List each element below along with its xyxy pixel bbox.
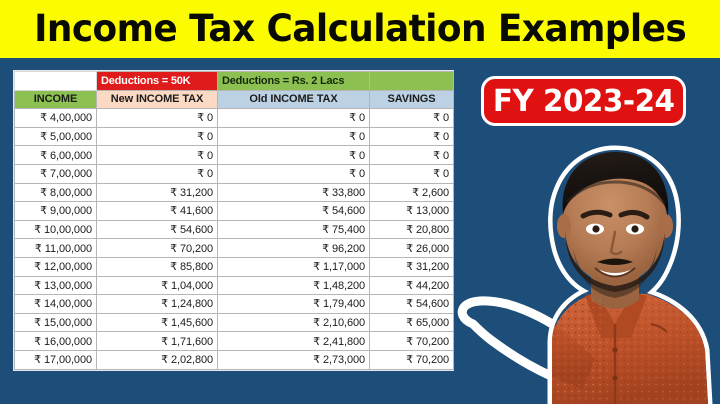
cell-old-income-tax: ₹ 2,10,600: [217, 312, 370, 333]
table-row: ₹ 10,00,000 ₹ 54,600 ₹ 75,400 ₹ 20,800: [14, 219, 454, 240]
column-header-savings: SAVINGS: [369, 89, 454, 110]
cell-old-income-tax: ₹ 0: [217, 145, 370, 165]
cell-savings: ₹ 2,600: [369, 182, 454, 203]
cell-savings: ₹ 0: [369, 126, 454, 147]
table-row: ₹ 7,00,000 ₹ 0 ₹ 0 ₹ 0: [14, 163, 454, 184]
table-row: ₹ 4,00,000 ₹ 0 ₹ 0 ₹ 0: [14, 108, 454, 128]
cell-new-income-tax: ₹ 31,200: [96, 182, 218, 203]
table-row: ₹ 15,00,000 ₹ 1,45,600 ₹ 2,10,600 ₹ 65,000: [14, 312, 454, 333]
cell-old-income-tax: ₹ 96,200: [217, 238, 370, 258]
group-header-blank: [14, 71, 97, 91]
cell-income: ₹ 14,00,000: [14, 294, 97, 314]
cell-old-income-tax: ₹ 1,17,000: [217, 256, 370, 277]
cell-old-income-tax: ₹ 0: [217, 163, 370, 184]
column-header-old-income-tax: Old INCOME TAX: [217, 89, 370, 110]
cell-new-income-tax: ₹ 1,45,600: [96, 312, 218, 333]
cell-new-income-tax: ₹ 0: [96, 163, 218, 184]
cell-old-income-tax: ₹ 2,41,800: [217, 331, 370, 351]
cell-old-income-tax: ₹ 0: [217, 126, 370, 147]
cell-income: ₹ 13,00,000: [14, 275, 97, 296]
cell-income: ₹ 4,00,000: [14, 108, 97, 128]
column-header-new-income-tax: New INCOME TAX: [96, 89, 218, 110]
cell-savings: ₹ 20,800: [369, 219, 454, 240]
cell-new-income-tax: ₹ 41,600: [96, 201, 218, 221]
group-header-old-deductions: Deductions = Rs. 2 Lacs: [217, 71, 370, 91]
column-header-row: INCOME New INCOME TAX Old INCOME TAX SAV…: [14, 89, 454, 110]
cell-new-income-tax: ₹ 1,04,000: [96, 275, 218, 296]
tax-table-panel: Deductions = 50K Deductions = Rs. 2 Lacs…: [13, 70, 454, 371]
page-title: Income Tax Calculation Examples: [33, 7, 687, 50]
cell-new-income-tax: ₹ 2,02,800: [96, 349, 218, 370]
cell-savings: ₹ 70,200: [369, 331, 454, 351]
group-header-savings-blank: [369, 71, 454, 91]
cell-savings: ₹ 0: [369, 108, 454, 128]
table-row: ₹ 8,00,000 ₹ 31,200 ₹ 33,800 ₹ 2,600: [14, 182, 454, 203]
cell-new-income-tax: ₹ 85,800: [96, 256, 218, 277]
cell-new-income-tax: ₹ 0: [96, 126, 218, 147]
cell-savings: ₹ 31,200: [369, 256, 454, 277]
cell-income: ₹ 15,00,000: [14, 312, 97, 333]
cell-savings: ₹ 70,200: [369, 349, 454, 370]
table-row: ₹ 13,00,000 ₹ 1,04,000 ₹ 1,48,200 ₹ 44,200: [14, 275, 454, 296]
table-row: ₹ 9,00,000 ₹ 41,600 ₹ 54,600 ₹ 13,000: [14, 201, 454, 221]
fy-badge: FY 2023-24: [481, 76, 686, 126]
cell-new-income-tax: ₹ 54,600: [96, 219, 218, 240]
table-row: ₹ 5,00,000 ₹ 0 ₹ 0 ₹ 0: [14, 126, 454, 147]
table-row: ₹ 16,00,000 ₹ 1,71,600 ₹ 2,41,800 ₹ 70,200: [14, 331, 454, 351]
cell-income: ₹ 7,00,000: [14, 163, 97, 184]
cell-savings: ₹ 13,000: [369, 201, 454, 221]
cell-savings: ₹ 54,600: [369, 294, 454, 314]
column-header-income: INCOME: [14, 89, 97, 110]
group-header-row: Deductions = 50K Deductions = Rs. 2 Lacs: [14, 71, 454, 91]
cell-savings: ₹ 44,200: [369, 275, 454, 296]
cell-income: ₹ 10,00,000: [14, 219, 97, 240]
presenter-body: [552, 150, 708, 404]
cell-savings: ₹ 26,000: [369, 238, 454, 258]
cell-old-income-tax: ₹ 1,48,200: [217, 275, 370, 296]
cell-old-income-tax: ₹ 75,400: [217, 219, 370, 240]
cell-income: ₹ 16,00,000: [14, 331, 97, 351]
presenter-photo: [457, 145, 713, 404]
cell-new-income-tax: ₹ 1,24,800: [96, 294, 218, 314]
fy-badge-label: FY 2023-24: [492, 83, 675, 119]
cell-new-income-tax: ₹ 70,200: [96, 238, 218, 258]
cell-savings: ₹ 0: [369, 163, 454, 184]
group-header-new-deductions: Deductions = 50K: [96, 71, 218, 91]
title-banner: Income Tax Calculation Examples: [0, 0, 720, 58]
table-row: ₹ 6,00,000 ₹ 0 ₹ 0 ₹ 0: [14, 145, 454, 165]
cell-old-income-tax: ₹ 33,800: [217, 182, 370, 203]
cell-income: ₹ 9,00,000: [14, 201, 97, 221]
cell-income: ₹ 5,00,000: [14, 126, 97, 147]
cell-old-income-tax: ₹ 0: [217, 108, 370, 128]
table-row: ₹ 17,00,000 ₹ 2,02,800 ₹ 2,73,000 ₹ 70,200: [14, 349, 454, 370]
cell-old-income-tax: ₹ 54,600: [217, 201, 370, 221]
table-body: Deductions = 50K Deductions = Rs. 2 Lacs…: [14, 71, 454, 370]
table-row: ₹ 12,00,000 ₹ 85,800 ₹ 1,17,000 ₹ 31,200: [14, 256, 454, 277]
cell-savings: ₹ 65,000: [369, 312, 454, 333]
table-row: ₹ 14,00,000 ₹ 1,24,800 ₹ 1,79,400 ₹ 54,600: [14, 294, 454, 314]
tax-comparison-table: Deductions = 50K Deductions = Rs. 2 Lacs…: [14, 71, 454, 370]
cell-old-income-tax: ₹ 1,79,400: [217, 294, 370, 314]
cell-income: ₹ 11,00,000: [14, 238, 97, 258]
cell-new-income-tax: ₹ 1,71,600: [96, 331, 218, 351]
cell-savings: ₹ 0: [369, 145, 454, 165]
cell-new-income-tax: ₹ 0: [96, 108, 218, 128]
cell-income: ₹ 17,00,000: [14, 349, 97, 370]
cell-new-income-tax: ₹ 0: [96, 145, 218, 165]
cell-income: ₹ 8,00,000: [14, 182, 97, 203]
table-row: ₹ 11,00,000 ₹ 70,200 ₹ 96,200 ₹ 26,000: [14, 238, 454, 258]
cell-old-income-tax: ₹ 2,73,000: [217, 349, 370, 370]
cell-income: ₹ 12,00,000: [14, 256, 97, 277]
cell-income: ₹ 6,00,000: [14, 145, 97, 165]
